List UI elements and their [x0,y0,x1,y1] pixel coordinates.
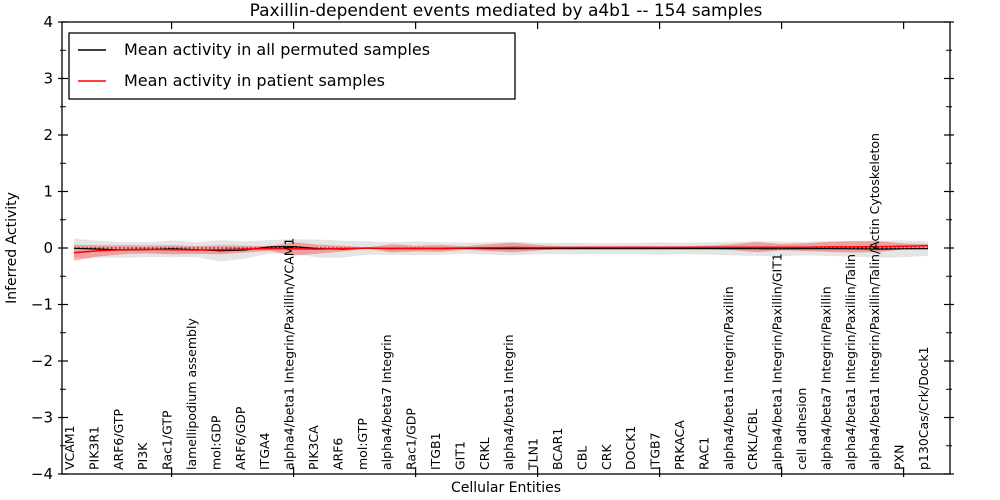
x-category-label: CRKL/CBL [745,409,760,470]
chart-title: Paxillin-dependent events mediated by a4… [250,1,763,21]
x-category-label: alpha4/beta7 Integrin/Paxillin [818,286,833,470]
permuted-mean-line [73,245,929,252]
x-category-label: Rac1/GTP [160,410,175,470]
legend-box [68,32,516,100]
y-tick-label: 1 [43,183,53,201]
x-category-label: CBL [574,446,589,470]
patient-mean-line [73,244,929,254]
y-tick-label: 4 [43,13,53,31]
x-category-label: VCAM1 [62,425,77,470]
permuted-std-band [74,238,928,262]
x-category-label: PXN [892,445,907,470]
x-category-label: ARF6/GTP [111,409,126,470]
x-category-label: mol:GDP [208,415,223,470]
x-category-label: alpha4/beta1 Integrin/Paxillin/Talin [843,254,858,470]
x-category-label: mol:GTP [355,418,370,470]
x-category-label: RAC1 [696,437,711,470]
x-category-label: alpha4/beta1 Integrin/Paxillin [721,286,736,470]
x-category-label: CRKL [477,437,492,470]
legend-label-permuted: Mean activity in all permuted samples [124,40,430,59]
y-tick-label: −4 [31,465,53,483]
x-category-label: BCAR1 [550,428,565,470]
x-category-labels: VCAM1 PIK3R1 ARF6/GTP PI3K Rac1/GTP lamellipo… [62,133,931,471]
axes-and-ticks [58,21,954,477]
y-tick-label: −3 [31,409,53,427]
x-category-label: ARF6/GDP [233,406,248,470]
x-category-label: ITGA4 [257,432,272,470]
x-category-label: p130Cas/Crk/Dock1 [916,346,931,470]
legend: Mean activity in all permuted samples Me… [68,32,516,100]
x-category-label: ITGB7 [648,432,663,470]
x-category-label: Rac1/GDP [404,408,419,470]
x-category-label: PIK3R1 [86,426,101,470]
x-category-label: PRKACA [672,420,687,470]
y-axis-title: Inferred Activity [4,192,20,304]
x-category-label: CRK [599,444,614,470]
x-category-label: alpha4/beta1 Integrin/Paxillin/VCAM1 [282,238,297,470]
x-category-label: DOCK1 [623,426,638,470]
x-category-label: alpha4/beta1 Integrin/Paxillin/Talin/Act… [867,133,882,470]
series-lines [73,244,929,254]
legend-label-patient: Mean activity in patient samples [124,71,385,90]
y-tick-label: −1 [31,296,53,314]
y-tick-label: 3 [43,70,53,88]
x-category-label: cell adhesion [794,388,809,470]
x-category-label: alpha4/beta1 Integrin [501,334,516,470]
x-axis-title: Cellular Entities [451,480,561,496]
y-tick-label: 2 [43,126,53,144]
y-tick-label: −2 [31,352,53,370]
x-category-label: ITGB1 [428,432,443,470]
x-category-label: alpha4/beta1 Integrin/Paxillin/GIT1 [770,253,785,470]
x-category-label: PIK3CA [306,425,321,470]
x-category-label: GIT1 [452,441,467,470]
x-category-label: alpha4/beta7 Integrin [379,334,394,470]
x-category-label: PI3K [135,442,150,470]
x-category-label: ARF6 [330,438,345,470]
x-category-label: TLN1 [526,438,541,471]
y-tick-labels: −4 −3 −2 −1 0 1 2 3 4 [31,13,53,483]
y-tick-label: 0 [43,239,53,257]
x-category-label: lamellipodium assembly [184,318,199,470]
